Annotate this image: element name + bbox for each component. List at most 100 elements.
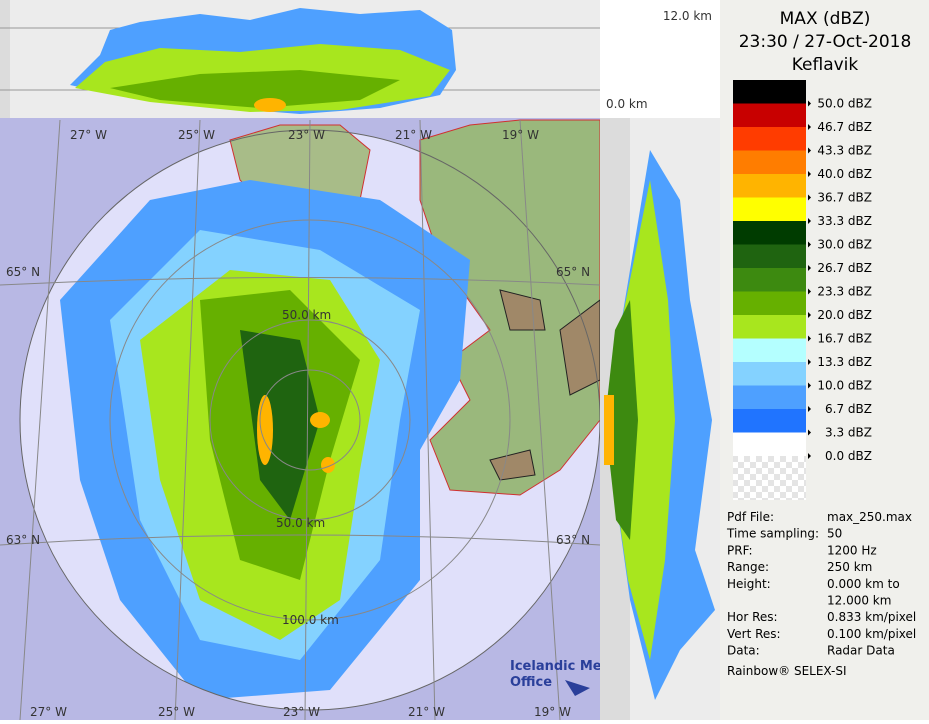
parallel xyxy=(0,277,600,546)
legend-label: 13.3 dBZ xyxy=(817,355,872,369)
legend-tick xyxy=(808,335,811,342)
legend-swatch xyxy=(733,174,806,198)
lon-label: 21° W xyxy=(408,705,445,719)
legend-swatch xyxy=(733,315,806,339)
lon-label: 19° W xyxy=(534,705,571,719)
title: Keflavik xyxy=(792,55,859,75)
legend-tick xyxy=(808,218,811,224)
info-value: 250 km xyxy=(827,560,872,574)
info-label: Time sampling: xyxy=(726,527,819,541)
legend-tick xyxy=(808,147,811,154)
legend-tick xyxy=(808,359,811,365)
title: MAX (dBZ) xyxy=(780,9,871,29)
info-value: max_250.max xyxy=(827,510,912,524)
title: 23:30 / 27-Oct-2018 xyxy=(739,32,912,52)
legend-label: 20.0 dBZ xyxy=(817,308,872,322)
info-value: Radar Data xyxy=(827,644,895,658)
lon-label: 23° W xyxy=(283,705,320,719)
legend-tick xyxy=(808,453,811,459)
legend-tick xyxy=(808,171,811,177)
range-ring xyxy=(109,219,511,621)
ring-label: 100.0 km xyxy=(282,613,339,627)
info-value: 0.833 km/pixel xyxy=(827,610,916,624)
lat-label: 63° N xyxy=(6,533,40,547)
ring-label: 50.0 km xyxy=(276,516,325,530)
meridian xyxy=(19,119,561,720)
legend-tick xyxy=(808,288,811,295)
range-ring xyxy=(209,319,411,521)
legend-swatch xyxy=(733,362,806,386)
info-label: Hor Res: xyxy=(727,610,778,624)
info-value: 0.100 km/pixel xyxy=(827,627,916,641)
info-label: Range: xyxy=(727,560,769,574)
legend-tick xyxy=(808,406,811,412)
legend-swatch xyxy=(733,150,806,174)
lat-label: 63° N xyxy=(556,533,590,547)
profile-echo xyxy=(604,395,614,465)
height-label: 12.0 km xyxy=(663,9,712,23)
echo xyxy=(240,330,320,520)
lon-label: 19° W xyxy=(502,128,539,142)
legend-tick xyxy=(808,312,811,318)
legend-tick xyxy=(808,241,811,248)
legend-swatch xyxy=(733,268,806,292)
legend-label: 43.3 dBZ xyxy=(817,144,872,158)
legend-swatch xyxy=(733,385,806,409)
lat-label: 65° N xyxy=(556,265,590,279)
legend-tick xyxy=(808,265,811,271)
footer: Rainbow® SELEX-SI xyxy=(727,664,847,678)
legend-label: 6.7 dBZ xyxy=(825,402,872,416)
info-label: Vert Res: xyxy=(727,627,781,641)
legend-label: 36.7 dBZ xyxy=(817,191,872,205)
legend-swatch xyxy=(733,409,806,433)
legend-tick xyxy=(808,429,811,436)
info-value: 12.000 km xyxy=(827,594,891,608)
profile-echo xyxy=(605,180,675,660)
legend-swatch xyxy=(733,338,806,362)
legend-tick xyxy=(808,124,811,130)
legend-swatch xyxy=(733,432,806,456)
profile-echo xyxy=(254,98,286,112)
legend-swatch xyxy=(733,221,806,245)
ring-label: 50.0 km xyxy=(282,308,331,322)
legend-label: 30.0 dBZ xyxy=(817,238,872,252)
legend-label: 23.3 dBZ xyxy=(817,285,872,299)
info-value: 1200 Hz xyxy=(827,543,877,557)
legend-label: 16.7 dBZ xyxy=(817,332,872,346)
info-label: PRF: xyxy=(727,543,753,557)
profile-echo xyxy=(605,300,638,540)
legend-swatch xyxy=(733,197,806,221)
legend-swatch xyxy=(733,244,806,268)
logo-icon xyxy=(565,680,590,696)
lat-label: 65° N xyxy=(6,265,40,279)
legend-label: 46.7 dBZ xyxy=(817,120,872,134)
legend-tick xyxy=(808,382,811,389)
lon-label: 23° W xyxy=(288,128,325,142)
info-value: 0.000 km to xyxy=(827,577,900,591)
lon-label: 25° W xyxy=(158,705,195,719)
lon-label: 27° W xyxy=(30,705,67,719)
info-label: Data: xyxy=(727,644,760,658)
logo-text: Office xyxy=(510,675,552,690)
legend-label: 40.0 dBZ xyxy=(817,167,872,181)
legend-label: 26.7 dBZ xyxy=(817,261,872,275)
lon-label: 21° W xyxy=(395,128,432,142)
info-label: Height: xyxy=(727,577,771,591)
legend-tick xyxy=(808,100,811,107)
echo xyxy=(257,395,273,465)
info-label: Pdf File: xyxy=(727,510,774,524)
legend-tick xyxy=(808,194,811,201)
echo xyxy=(310,412,330,428)
no-data-swatch xyxy=(733,456,806,500)
height-label: 0.0 km xyxy=(606,97,648,111)
logo-text: Icelandic Met xyxy=(510,659,608,674)
glacier xyxy=(489,289,600,481)
legend-swatch xyxy=(733,80,806,104)
legend-label: 3.3 dBZ xyxy=(825,426,872,440)
range-ring xyxy=(259,369,361,471)
legend-swatch xyxy=(733,291,806,315)
legend-label: 50.0 dBZ xyxy=(817,97,872,111)
lon-label: 25° W xyxy=(178,128,215,142)
legend-label: 0.0 dBZ xyxy=(825,449,872,463)
